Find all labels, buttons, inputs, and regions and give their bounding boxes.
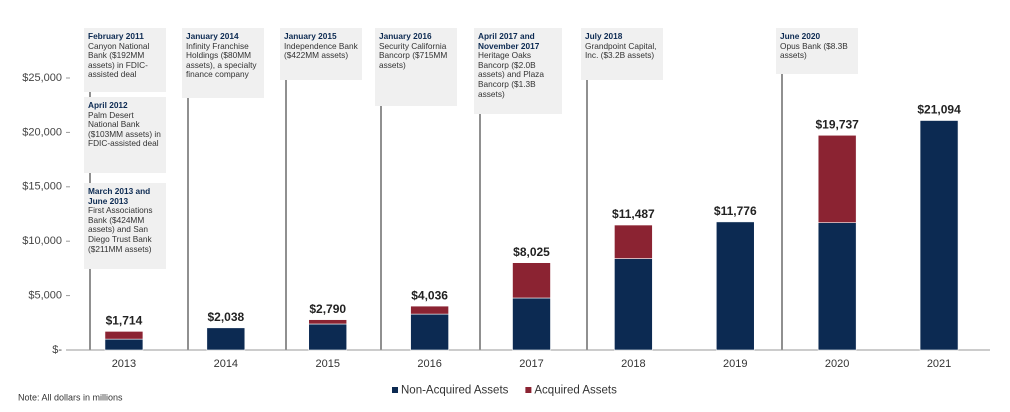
x-tick-label: 2013 (112, 358, 136, 370)
y-tick-label: $5,000 (28, 290, 62, 302)
total-label: $11,487 (612, 207, 655, 221)
annotation-title: January 2015 (284, 31, 337, 41)
annotation-box: January 2014 Infinity Franchise Holdings … (182, 28, 264, 98)
annotation-title: April 2012 (88, 100, 128, 110)
y-tick-label: $20,000 (22, 126, 62, 138)
total-label: $8,025 (513, 245, 550, 259)
total-label: $11,776 (714, 204, 757, 218)
y-tick-label: $25,000 (22, 72, 62, 84)
annotation-box: April 2012 Palm Desert National Bank ($10… (84, 97, 166, 173)
annotation-box: June 2020 Opus Bank ($8.3B assets) (776, 28, 858, 74)
total-label: $1,714 (106, 314, 143, 328)
annotation-text: Infinity Franchise Holdings ($80MM asset… (186, 40, 257, 80)
annotation-title: January 2016 (379, 31, 432, 41)
x-tick-label: 2019 (723, 358, 747, 370)
total-label: $19,737 (815, 117, 859, 131)
legend-label: Acquired Assets (534, 385, 617, 397)
total-label: $21,094 (917, 103, 961, 117)
bar-segment (512, 297, 551, 351)
legend-label: Non-Acquired Assets (401, 385, 509, 397)
bar-segment (512, 262, 551, 299)
annotation-text: Palm Desert National Bank ($103MM assets… (88, 109, 161, 149)
bar-segment (308, 319, 348, 325)
annotation-text: Canyon National Bank ($192MM assets) in … (88, 40, 150, 80)
x-tick-label: 2021 (927, 358, 951, 370)
annotation-text: First Associations Bank ($424MM assets) … (88, 205, 153, 254)
y-tick-label: $15,000 (22, 181, 62, 193)
bar-segment (206, 327, 246, 351)
x-tick-label: 2020 (825, 358, 849, 370)
annotation-title: July 2018 (585, 31, 623, 41)
annotation-title: June 2020 (780, 31, 821, 41)
x-tick-label: 2017 (519, 358, 543, 370)
x-tick-label: 2016 (417, 358, 441, 370)
bar-segment (410, 305, 449, 315)
bar-segment (817, 134, 857, 224)
total-label: $4,036 (411, 288, 448, 302)
legend-swatch (392, 387, 398, 393)
annotation-title: March 2013 and June 2013 (88, 186, 151, 206)
annotation-box: March 2013 and June 2013 First Associatio… (84, 183, 166, 269)
annotation-box: July 2018 Grandpoint Capital, Inc. ($3.2B… (581, 28, 663, 80)
annotation-box: January 2015 Independence Bank ($422MM as… (280, 28, 362, 80)
y-tick-label: $- (52, 344, 62, 356)
annotation-text: Independence Bank ($422MM assets) (284, 40, 358, 61)
y-tick-label: $10,000 (22, 235, 62, 247)
annotation-title: February 2011 (88, 31, 144, 41)
annotation-text: Heritage Oaks Bancorp ($2.0B assets) and… (478, 50, 544, 99)
bar-segment (410, 313, 449, 351)
annotation-text: Grandpoint Capital, Inc. ($3.2B assets) (585, 40, 657, 61)
note: Note: All dollars in millions (18, 392, 123, 402)
bar-segment (104, 338, 144, 351)
bar-segment (919, 120, 959, 351)
annotation-title: January 2014 (186, 31, 239, 41)
bar-segment (614, 224, 653, 259)
legend-swatch (525, 387, 532, 393)
x-tick-label: 2015 (315, 358, 339, 370)
bar-segment (308, 323, 348, 351)
bar-segment (614, 258, 653, 351)
annotation-box: April 2017 and November 2017 Heritage Oak… (474, 28, 562, 114)
total-label: $2,790 (309, 302, 346, 316)
annotation-text: Opus Bank ($8.3B assets) (780, 40, 848, 61)
bar-segment (817, 222, 857, 351)
annotation-text: Security California Bancorp ($715MM asse… (379, 40, 448, 70)
bar-segment (715, 221, 755, 351)
total-label: $2,038 (207, 310, 244, 324)
annotation-box: February 2011 Canyon National Bank ($192M… (84, 28, 166, 92)
x-tick-label: 2018 (621, 358, 645, 370)
annotation-title: April 2017 and November 2017 (478, 31, 540, 51)
bar-segment (104, 331, 144, 340)
x-tick-label: 2014 (214, 358, 238, 370)
annotation-box: January 2016 Security California Bancorp … (375, 28, 457, 106)
